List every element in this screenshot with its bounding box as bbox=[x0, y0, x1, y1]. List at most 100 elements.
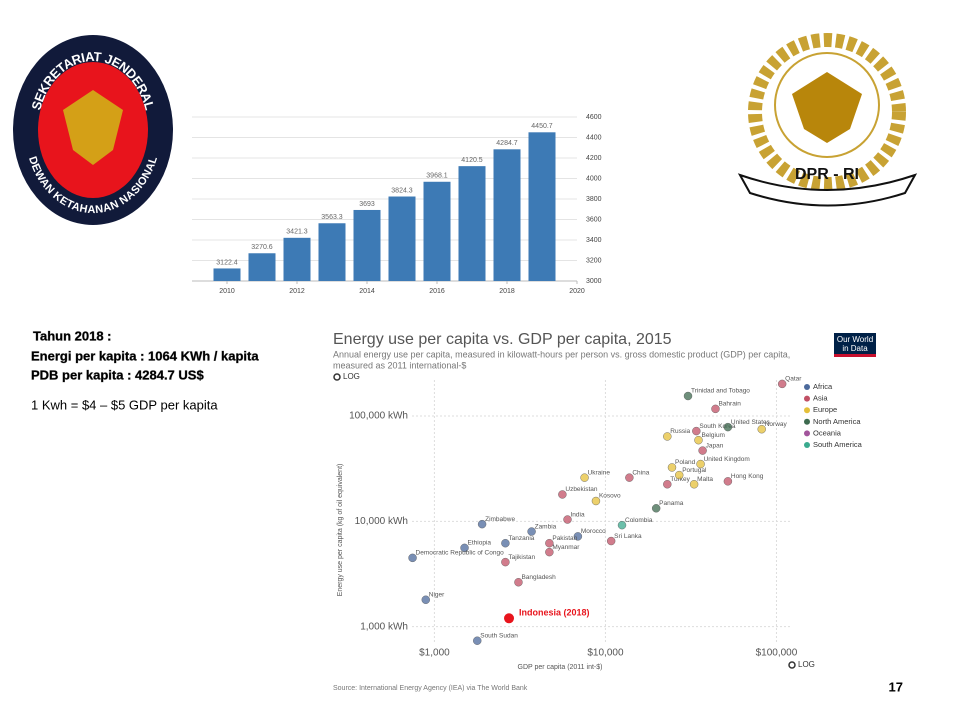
y-tick-label: 3000 bbox=[586, 278, 602, 285]
point-label: Zambia bbox=[535, 523, 557, 530]
point bbox=[757, 425, 766, 434]
value-label: 4120.5 bbox=[461, 157, 483, 164]
bar bbox=[528, 132, 556, 281]
point-label: Tajikistan bbox=[508, 554, 535, 561]
point bbox=[580, 473, 589, 482]
bar bbox=[213, 268, 241, 281]
legend-label: South America bbox=[813, 440, 863, 449]
log-button-label[interactable]: LOG bbox=[343, 372, 360, 381]
x-tick-label: $1,000 bbox=[419, 648, 450, 659]
chart-subtitle: Annual energy use per capita, measured i… bbox=[333, 349, 790, 359]
y-tick-label: 100,000 kWh bbox=[349, 411, 408, 422]
point-label: Morocco bbox=[581, 528, 606, 535]
point bbox=[663, 432, 672, 441]
point bbox=[692, 426, 701, 436]
point bbox=[683, 391, 693, 401]
point-label: Malta bbox=[697, 476, 713, 483]
point bbox=[501, 539, 510, 548]
bar bbox=[283, 237, 311, 281]
y-tick-label: 4400 bbox=[586, 134, 602, 141]
point bbox=[563, 515, 572, 524]
value-label: 3824.3 bbox=[391, 187, 413, 194]
bar bbox=[493, 149, 521, 281]
point bbox=[473, 636, 482, 645]
point bbox=[421, 595, 430, 604]
point-label: Pakistan bbox=[552, 535, 577, 542]
x-tick-label: $100,000 bbox=[756, 648, 798, 659]
legend-swatch bbox=[804, 418, 810, 425]
bar bbox=[318, 223, 346, 281]
legend-label: North America bbox=[813, 417, 861, 426]
point-label: Poland bbox=[675, 459, 696, 466]
legend-swatch bbox=[804, 395, 810, 402]
y-tick-label: 3600 bbox=[586, 216, 602, 223]
point bbox=[694, 435, 703, 445]
point-label: Uzbekistan bbox=[565, 486, 598, 493]
x-tick-label: 2020 bbox=[569, 288, 585, 295]
owid-logo-bar bbox=[834, 354, 876, 357]
bar bbox=[353, 209, 381, 281]
point bbox=[606, 536, 616, 546]
point bbox=[527, 527, 536, 536]
point bbox=[675, 470, 684, 480]
x-tick-label: 2010 bbox=[219, 288, 235, 295]
y-axis-title: Energy use per capita (kg of oil equival… bbox=[337, 464, 344, 597]
point bbox=[698, 446, 707, 455]
y-tick-label: 4600 bbox=[586, 114, 602, 121]
point bbox=[651, 504, 661, 513]
point bbox=[711, 404, 720, 414]
logo-left: SEKRETARIAT JENDERAL DEWAN KETAHANAN NAS… bbox=[13, 35, 173, 225]
x-axis-title: GDP per capita (2011 int-$) bbox=[518, 664, 603, 671]
log-button[interactable]: LOG bbox=[788, 660, 815, 669]
point bbox=[617, 520, 627, 530]
bar bbox=[458, 166, 486, 281]
point-label: United States bbox=[731, 419, 771, 426]
point-label: Belgium bbox=[701, 432, 724, 439]
point bbox=[689, 480, 699, 489]
x-tick-label: 2018 bbox=[499, 288, 515, 295]
y-tick-label: 3400 bbox=[586, 237, 602, 244]
x-tick-label: 2012 bbox=[289, 288, 305, 295]
point-label: Kosovo bbox=[599, 493, 621, 500]
bar bbox=[248, 253, 276, 281]
point bbox=[460, 543, 469, 553]
y-tick-label: 4200 bbox=[586, 155, 602, 162]
value-label: 3968.1 bbox=[426, 173, 448, 180]
legend-label: Oceania bbox=[813, 428, 842, 437]
owid-logo-text: in Data bbox=[842, 344, 868, 353]
point bbox=[545, 547, 554, 557]
log-button[interactable]: LOG bbox=[333, 372, 360, 381]
log-button-label[interactable]: LOG bbox=[798, 660, 815, 669]
annotation-point bbox=[504, 613, 515, 624]
point bbox=[625, 473, 634, 482]
point-label: Trinidad and Tobago bbox=[691, 388, 750, 395]
chart-title: Energy use per capita vs. GDP per capita… bbox=[333, 331, 672, 348]
value-label: 4450.7 bbox=[531, 123, 553, 130]
point-label: Tanzania bbox=[508, 535, 534, 542]
y-tick-label: 1,000 kWh bbox=[360, 621, 408, 632]
point-label: Democratic Republic of Congo bbox=[416, 550, 505, 557]
point bbox=[477, 519, 487, 529]
value-label: 3421.3 bbox=[286, 229, 308, 236]
point bbox=[723, 477, 733, 486]
value-label: 3122.4 bbox=[216, 259, 238, 266]
y-tick-label: 10,000 kWh bbox=[355, 516, 408, 527]
note: Tahun 2018 : bbox=[33, 328, 112, 343]
point-label: India bbox=[571, 511, 585, 518]
point-label: China bbox=[632, 469, 649, 476]
point-label: South Sudan bbox=[480, 632, 518, 639]
owid-logo bbox=[834, 333, 876, 357]
point-label: Japan bbox=[706, 442, 724, 449]
y-tick-label: 3800 bbox=[586, 196, 602, 203]
y-tick-label: 4000 bbox=[586, 175, 602, 182]
bar bbox=[423, 181, 451, 281]
point-label: Russia bbox=[670, 428, 690, 435]
point bbox=[558, 490, 567, 499]
legend-label: Asia bbox=[813, 394, 828, 403]
owid-logo-text: Our World bbox=[837, 335, 873, 344]
legend-swatch bbox=[804, 384, 810, 390]
point-label: Colombia bbox=[625, 517, 653, 524]
legend-swatch bbox=[804, 442, 810, 448]
